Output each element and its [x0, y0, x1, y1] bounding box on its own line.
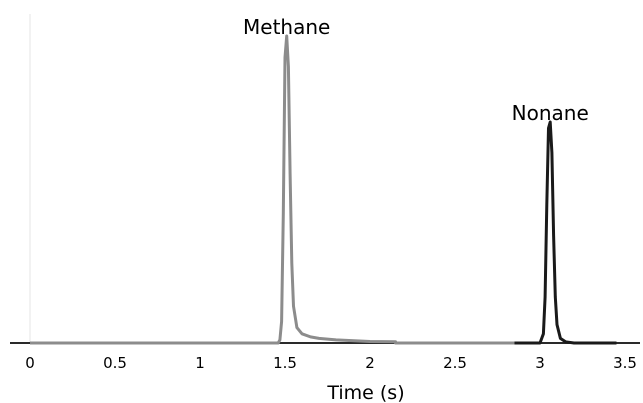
x-tick-label: 1 — [195, 354, 205, 372]
series-line-1 — [514, 120, 617, 345]
x-tick-label: 2.5 — [443, 354, 467, 372]
series-group — [30, 34, 617, 345]
x-axis: 0 0.5 1 1.5 2 2.5 3 3.5 — [10, 342, 640, 372]
peak-label: Methane — [243, 15, 330, 39]
x-tick-label: 0.5 — [103, 354, 127, 372]
series-line-0 — [30, 34, 515, 345]
annotation-group: Methane Nonane — [243, 15, 589, 125]
x-tick-label: 1.5 — [273, 354, 297, 372]
x-tick-label: 2 — [365, 354, 375, 372]
x-axis-title: Time (s) — [326, 382, 404, 403]
x-tick-label: 3 — [535, 354, 545, 372]
x-tick-label: 0 — [25, 354, 35, 372]
x-tick-label: 3.5 — [613, 354, 637, 372]
peak-label: Nonane — [512, 101, 589, 125]
